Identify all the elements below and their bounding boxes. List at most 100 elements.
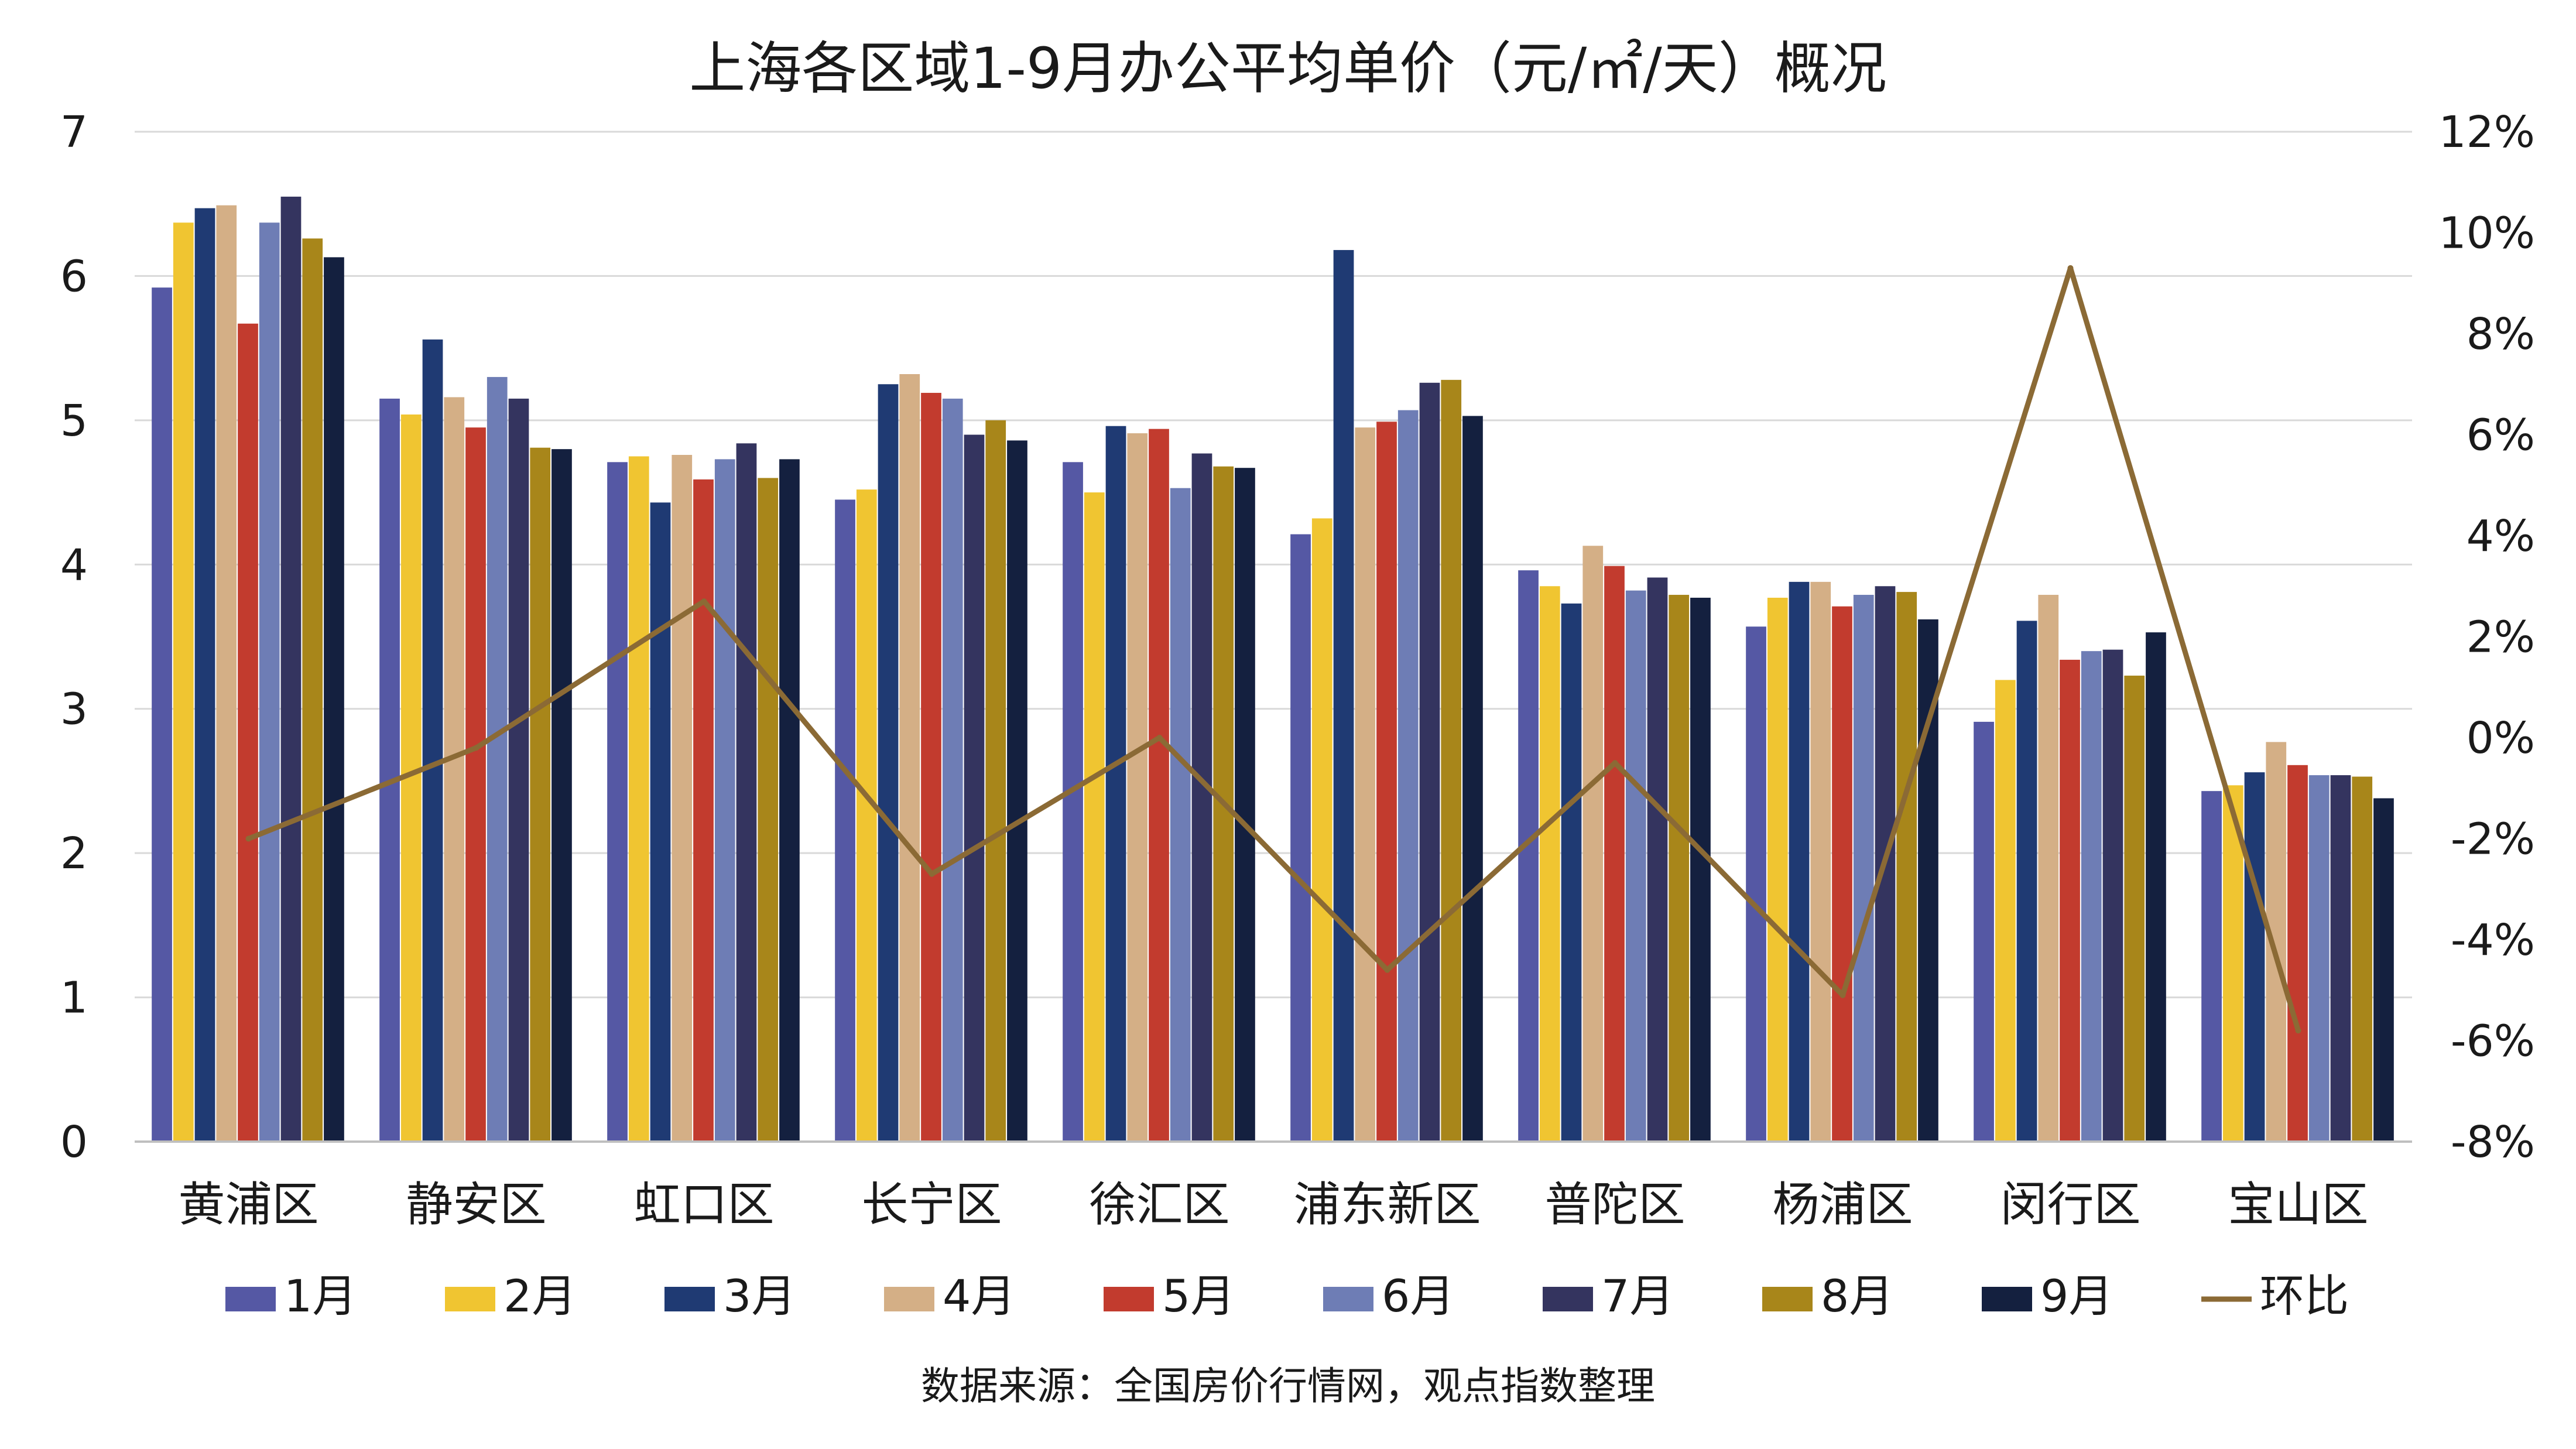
- legend: 1月 2月 3月 4月 5月 6月 7月 8月 9月 环比: [225, 1270, 2349, 1322]
- y-left-tick-label: 6: [60, 251, 88, 302]
- bar: [152, 287, 172, 1142]
- bar: [1105, 426, 1126, 1142]
- mom-point: [929, 871, 935, 877]
- bar: [280, 196, 302, 1142]
- y-right-tick-label: 12%: [2439, 107, 2535, 157]
- bar: [2201, 791, 2222, 1142]
- bar: [1007, 440, 1027, 1142]
- bar: [551, 449, 572, 1142]
- bar: [1669, 595, 1690, 1142]
- bar: [1376, 422, 1397, 1142]
- y-left-tick-label: 3: [60, 684, 88, 735]
- bar: [2060, 659, 2080, 1142]
- bar: [1063, 462, 1083, 1142]
- mom-point: [1612, 760, 1618, 766]
- bar: [2038, 595, 2059, 1142]
- y-left-tick-label: 1: [60, 973, 88, 1023]
- legend-label: 4月: [943, 1270, 1015, 1322]
- bar: [2287, 765, 2308, 1142]
- y-left-tick-label: 5: [60, 396, 88, 446]
- y-right-tick-label: 2%: [2467, 612, 2535, 663]
- category-label: 闵行区: [2000, 1177, 2141, 1232]
- legend-label: 2月: [503, 1270, 576, 1322]
- bar: [465, 427, 486, 1142]
- bar: [628, 456, 649, 1142]
- bar: [1191, 453, 1212, 1142]
- y-left-tick-label: 4: [60, 540, 88, 590]
- legend-swatch: [1762, 1287, 1813, 1311]
- bar: [1333, 250, 1354, 1142]
- bar: [693, 479, 714, 1142]
- y-left-tick-label: 7: [60, 107, 88, 157]
- bar: [1690, 597, 1711, 1142]
- mom-point: [1839, 992, 1846, 998]
- legend-swatch: [1982, 1287, 2032, 1311]
- bar: [2330, 775, 2351, 1142]
- y-left-tick-label: 0: [60, 1117, 88, 1167]
- bar: [1170, 488, 1191, 1142]
- category-label: 浦东新区: [1294, 1177, 1481, 1232]
- bar: [2081, 651, 2102, 1142]
- bar: [1810, 581, 1831, 1142]
- bar: [1746, 626, 1766, 1142]
- bar: [899, 374, 920, 1142]
- bar: [1832, 606, 1852, 1142]
- bar: [1419, 382, 1440, 1142]
- bar: [1149, 429, 1169, 1142]
- bar: [1767, 597, 1788, 1142]
- bar: [1235, 468, 1255, 1142]
- category-label: 杨浦区: [1773, 1177, 1913, 1232]
- y-left-tick-label: 2: [60, 828, 88, 879]
- bar: [379, 398, 400, 1142]
- bar: [1462, 416, 1483, 1142]
- bar: [173, 222, 194, 1142]
- bar: [530, 447, 551, 1142]
- bar: [422, 339, 443, 1142]
- bar: [1896, 592, 1917, 1142]
- bar: [1518, 570, 1539, 1142]
- bar: [1290, 534, 1311, 1142]
- bar: [964, 434, 985, 1142]
- legend-label: 7月: [1601, 1270, 1674, 1322]
- mom-point: [1384, 967, 1390, 973]
- category-label: 黄浦区: [179, 1177, 319, 1232]
- bar: [1441, 379, 1462, 1142]
- bar: [194, 208, 215, 1142]
- bar: [238, 323, 258, 1142]
- mom-point: [473, 745, 479, 751]
- legend-label: 1月: [284, 1270, 357, 1322]
- category-label: 长宁区: [862, 1177, 1002, 1232]
- bar: [2352, 776, 2373, 1142]
- y-right-tick-label: 0%: [2467, 713, 2535, 763]
- legend-label: 9月: [2040, 1270, 2113, 1322]
- bar: [2124, 676, 2145, 1142]
- bar: [672, 455, 693, 1142]
- y-right-tick-label: 6%: [2467, 410, 2535, 461]
- bar: [1397, 410, 1419, 1142]
- bar: [835, 499, 855, 1142]
- bar: [1127, 433, 1148, 1142]
- source-note: 数据来源：全国房价行情网，观点指数整理: [921, 1364, 1655, 1409]
- legend-swatch: [445, 1287, 495, 1311]
- legend-swatch: [884, 1287, 934, 1311]
- bar: [259, 222, 280, 1142]
- bar: [1355, 427, 1376, 1142]
- mom-point: [701, 598, 707, 605]
- bar: [444, 397, 465, 1142]
- legend-label: 环比: [2260, 1270, 2349, 1322]
- axes: 0 1 2 3 4 5 6 7 -8% -6% -4% -2% 0% 2% 4% 6% 8% 10% 12% 黄浦区 静…: [60, 107, 2535, 1232]
- bar: [1539, 586, 1560, 1142]
- category-label: 虹口区: [634, 1177, 775, 1232]
- category-label: 宝山区: [2228, 1177, 2369, 1232]
- bar: [1995, 680, 2016, 1142]
- y-right-tick-label: -8%: [2451, 1117, 2535, 1167]
- bar: [1647, 577, 1668, 1142]
- mom-point: [245, 835, 252, 842]
- bar: [758, 478, 779, 1142]
- bar: [1561, 603, 1582, 1142]
- legend-swatch: [1104, 1287, 1154, 1311]
- bar: [2102, 649, 2123, 1142]
- bar: [1311, 518, 1332, 1142]
